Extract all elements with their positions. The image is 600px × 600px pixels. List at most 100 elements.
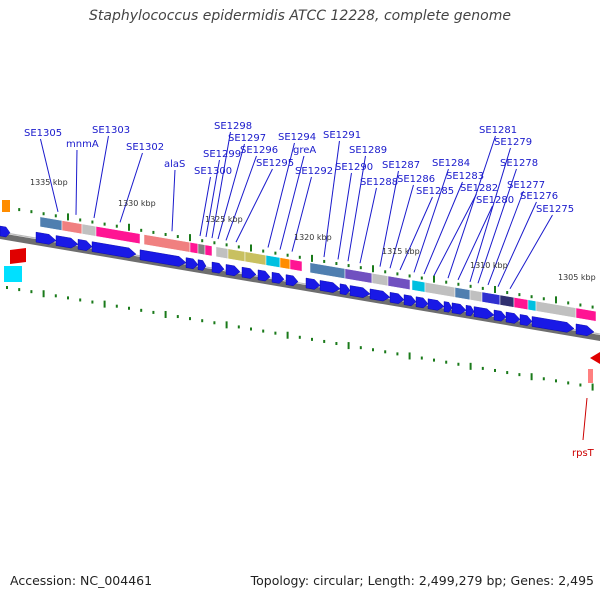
cds-arrow [369, 288, 391, 302]
cog-feature-bar [499, 294, 515, 308]
leader-line [509, 214, 553, 289]
cds-arrow [225, 264, 241, 277]
scale-tick [103, 222, 106, 226]
gene-label: SE1282 [460, 183, 498, 194]
cds-arrow [473, 306, 495, 319]
lower-scale-tick [457, 362, 460, 366]
leader-line [211, 131, 231, 239]
cds-arrow [443, 301, 453, 313]
lower-scale-tick [225, 321, 228, 329]
cog-feature-bar [61, 220, 83, 235]
scale-tick [67, 213, 69, 221]
cog-feature-bar [39, 216, 63, 231]
scale-tick [555, 296, 557, 304]
map-title: Staphylococcus epidermidis ATCC 12228, c… [88, 8, 511, 24]
cog-feature-bar [411, 279, 426, 293]
leader-line [279, 155, 305, 250]
cog-feature-bar [81, 223, 97, 237]
scale-tick [176, 235, 179, 239]
cog-feature-bar [227, 248, 246, 262]
scale-tick [286, 253, 289, 257]
cog-feature-bar [95, 226, 141, 245]
gene-label: SE1294 [278, 132, 316, 143]
cds-arrow [493, 309, 507, 322]
gene-label: SE1285 [416, 186, 454, 197]
lower-scale-tick [323, 339, 326, 343]
lower-scale-tick [518, 373, 521, 377]
leader-line [291, 176, 312, 252]
scale-tick [384, 270, 387, 274]
leader-line [199, 176, 211, 237]
cog-feature-bar [481, 291, 501, 306]
scale-tick [298, 255, 301, 259]
leader-line [423, 181, 463, 275]
lower-scale-tick [274, 331, 277, 335]
scale-tick [189, 234, 191, 242]
leader-line [93, 135, 109, 219]
lower-scale-tick [530, 373, 533, 381]
lower-scale-tick [54, 294, 57, 298]
scale-label: 1315 kbp [382, 247, 420, 256]
scale-tick [213, 241, 216, 245]
cog-feature-bar [10, 248, 26, 264]
lower-scale-tick [408, 352, 411, 360]
gene-label: SE1279 [494, 137, 532, 148]
lower-scale-tick [481, 366, 484, 370]
gene-label: SE1280 [476, 195, 514, 206]
lower-scale-tick [469, 362, 472, 370]
cog-feature-bar [527, 299, 537, 312]
scale-tick [518, 293, 521, 297]
scale-tick [542, 297, 545, 301]
scale-label: 1325 kbp [205, 215, 243, 224]
lower-scale-tick [91, 300, 94, 304]
cds-arrow [305, 277, 321, 290]
scale-tick [262, 249, 265, 253]
gene-label: SE1288 [360, 177, 398, 188]
leader-line [267, 142, 295, 248]
gene-label: SE1289 [349, 145, 387, 156]
lower-scale-tick [6, 286, 8, 290]
leader-line [359, 187, 377, 264]
cog-feature-bar [454, 287, 471, 301]
cog-feature-bar [4, 266, 22, 282]
gene-label: alaS [164, 159, 185, 170]
cds-arrow [271, 272, 285, 284]
lower-scale-tick [555, 379, 557, 383]
lower-scale-tick [396, 352, 399, 356]
rna-feature-bar [588, 369, 593, 383]
cog-feature-bar [513, 297, 529, 311]
gene-label: SE1302 [126, 142, 164, 153]
cds-arrow [91, 241, 137, 259]
scale-tick [274, 251, 277, 255]
scale-label: 1335 kbp [30, 178, 68, 187]
cds-arrow [575, 323, 595, 336]
cds-arrow [77, 239, 93, 251]
scale-tick [164, 232, 167, 236]
gene-label: SE1278 [500, 158, 538, 169]
scale-label: 1330 kbp [118, 199, 156, 208]
scale-tick [408, 274, 411, 278]
cog-feature-bar [197, 243, 206, 256]
cds-arrow [415, 296, 429, 309]
scale-tick [420, 276, 423, 280]
cog-feature-bar [289, 259, 303, 272]
lower-scale-tick [433, 358, 435, 362]
gene-label: SE1290 [335, 162, 373, 173]
leader-line [337, 172, 352, 260]
leader-line [457, 205, 493, 281]
cds-arrow [35, 231, 57, 245]
lower-scale-tick [140, 308, 143, 312]
gene-label: SE1297 [228, 133, 266, 144]
scale-tick [79, 218, 82, 222]
gene-label: SE1287 [382, 160, 420, 171]
leader-line [477, 168, 517, 284]
lower-scale-tick [262, 329, 265, 333]
cog-feature-bar [215, 246, 229, 260]
scale-tick [579, 303, 582, 307]
scale-tick [42, 212, 45, 216]
gene-label: SE1303 [92, 125, 130, 136]
cds-arrow [285, 274, 299, 287]
leader-line [399, 196, 433, 271]
